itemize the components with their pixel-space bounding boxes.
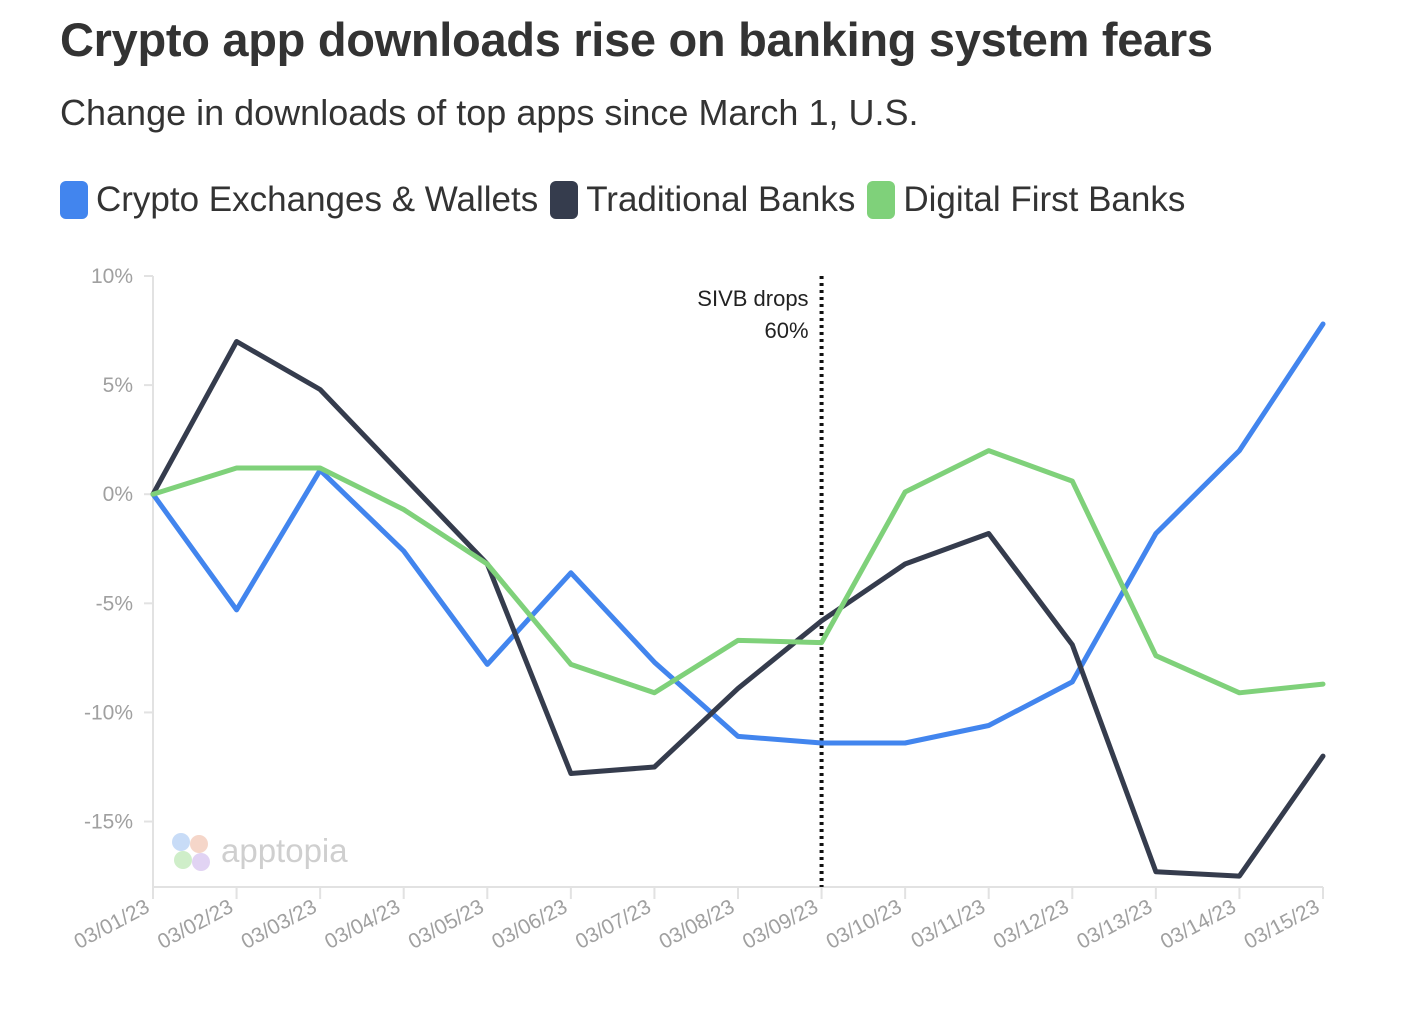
- x-tick-label: 03/11/23: [907, 895, 989, 953]
- apptopia-logo-icon: [172, 833, 210, 871]
- x-tick-label: 03/03/23: [238, 895, 321, 954]
- traditional-series-line: [150, 339, 1326, 879]
- legend-swatch-crypto: [60, 181, 88, 219]
- x-tick-label: 03/14/23: [1157, 895, 1240, 954]
- y-tick-label: 10%: [91, 265, 133, 288]
- x-tick-label: 03/06/23: [488, 895, 571, 954]
- legend-label-digital: Digital First Banks: [903, 180, 1186, 219]
- digital-series-line: [150, 448, 1326, 696]
- x-tick-label: 03/13/23: [1073, 895, 1156, 954]
- x-tick-label: 03/10/23: [823, 895, 906, 954]
- legend-swatch-digital: [867, 181, 896, 219]
- chart-subtitle: Change in downloads of top apps since Ma…: [60, 92, 919, 133]
- x-tick-label: 03/12/23: [990, 895, 1073, 954]
- y-tick-label: -15%: [84, 811, 133, 834]
- series-layer: [150, 321, 1326, 879]
- y-tick-label: -10%: [84, 701, 133, 724]
- x-tick-label: 03/05/23: [405, 895, 488, 954]
- y-tick-label: 0%: [103, 483, 133, 506]
- legend-swatch-traditional: [550, 181, 579, 219]
- x-tick-label: 03/01/23: [70, 895, 153, 954]
- sivb-annotation-text: 60%: [765, 318, 809, 343]
- y-tick-label: -5%: [96, 592, 133, 615]
- x-tick-label: 03/07/23: [572, 895, 655, 954]
- x-tick-label: 03/08/23: [655, 895, 738, 954]
- watermark-text: apptopia: [221, 832, 348, 869]
- crypto-series-line: [150, 321, 1326, 746]
- x-tick-label: 03/04/23: [321, 895, 404, 954]
- legend-label-traditional: Traditional Banks: [586, 180, 856, 219]
- legend-item-crypto[interactable]: Crypto Exchanges & Wallets: [60, 180, 538, 220]
- legend-item-traditional[interactable]: Traditional Banks: [550, 180, 855, 220]
- x-tick-label: 03/09/23: [739, 895, 822, 954]
- x-tick-label: 03/15/23: [1240, 895, 1323, 954]
- x-tick-label: 03/02/23: [154, 895, 237, 954]
- legend-label-crypto: Crypto Exchanges & Wallets: [96, 180, 539, 219]
- annotation-layer: SIVB drops 60%: [697, 276, 824, 887]
- watermark: apptopia: [172, 832, 348, 871]
- chart-title: Crypto app downloads rise on banking sys…: [60, 13, 1213, 66]
- sivb-annotation-text: SIVB drops: [697, 286, 808, 311]
- legend: Crypto Exchanges & Wallets Traditional B…: [60, 180, 1197, 220]
- y-tick-label: 5%: [103, 374, 133, 397]
- legend-item-digital[interactable]: Digital First Banks: [867, 180, 1185, 220]
